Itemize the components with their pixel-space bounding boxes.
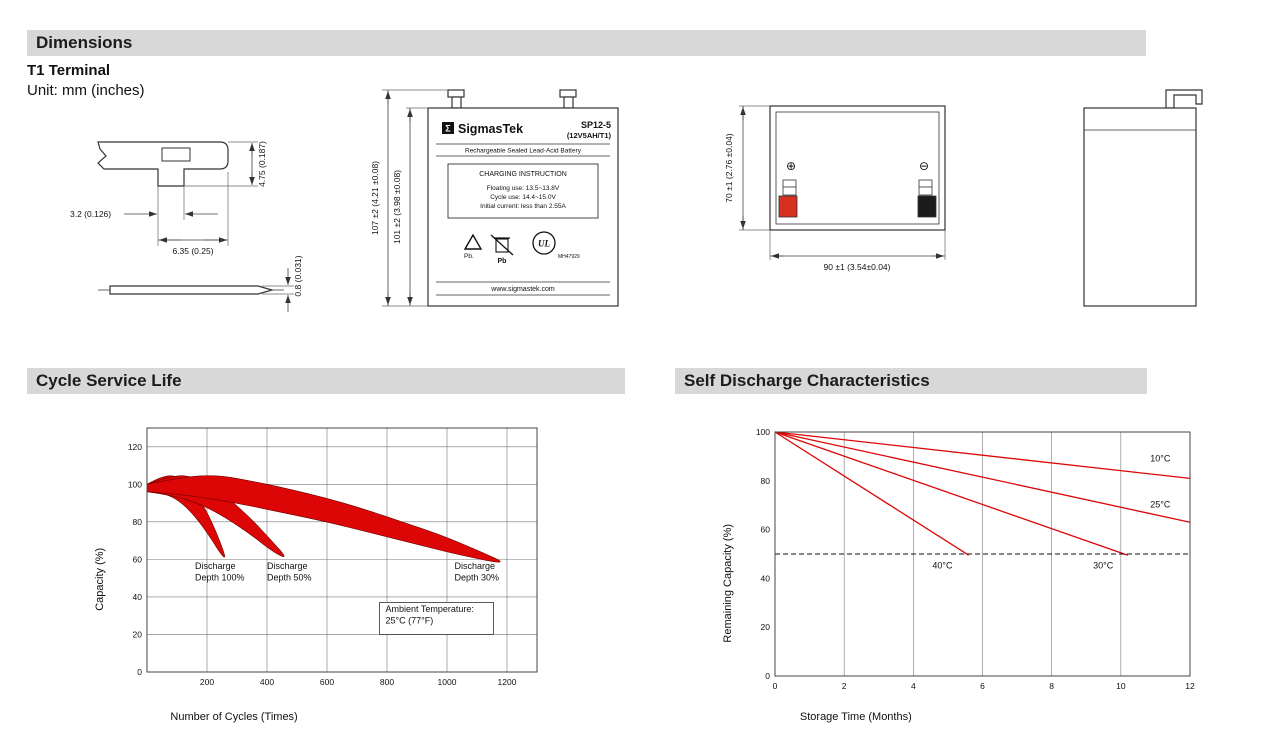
svg-text:10: 10 — [1116, 681, 1126, 691]
brand-logo-sigma: Σ — [445, 124, 451, 134]
svg-text:60: 60 — [761, 525, 771, 535]
charging-initial-line: Initial current: less than 2.55A — [480, 203, 566, 210]
svg-text:80: 80 — [761, 476, 771, 486]
svg-text:10°C: 10°C — [1150, 453, 1171, 463]
charging-instruction-title: CHARGING INSTRUCTION — [479, 171, 567, 178]
cycle-section-title: Cycle Service Life — [36, 371, 182, 390]
svg-text:600: 600 — [320, 677, 334, 687]
svg-text:6: 6 — [980, 681, 985, 691]
depth-dim: 70 ±1 (2.76 ±0.04) — [724, 133, 734, 203]
brand-name: SigmasTek — [458, 122, 523, 136]
positive-terminal-symbol: ⊕ — [786, 159, 796, 173]
terminal-tab-hole — [161, 147, 191, 162]
positive-terminal-tab-top — [782, 179, 797, 196]
ul-file-number: MH47929 — [558, 254, 580, 260]
battery-type-label: Rechargeable Sealed Lead-Acid Battery — [465, 148, 582, 155]
brand-logo — [442, 122, 454, 134]
svg-text:Pb: Pb — [498, 258, 507, 265]
svg-text:Ambient Temperature:: Ambient Temperature: — [386, 604, 474, 614]
cycle-section-header: Cycle Service Life — [27, 368, 625, 394]
dimensions-section-header: Dimensions — [27, 30, 1146, 56]
svg-text:UL: UL — [538, 239, 550, 249]
case-height-dim: 101 ±2 (3.98 ±0.08) — [392, 170, 402, 244]
positive-terminal-marker — [778, 195, 798, 218]
svg-text:Pb.: Pb. — [464, 253, 474, 260]
width-dim: 90 ±1 (3.54±0.04) — [824, 262, 891, 272]
cycle-service-life-chart: 200 400 600 800 1000 1200 0 20 40 60 80 100 120 Disch… — [94, 427, 538, 723]
model-number: SP12-5 — [581, 120, 611, 130]
terminal-pin-width-dim: 3.2 (0.126) — [70, 209, 111, 219]
svg-text:0: 0 — [137, 667, 142, 677]
svg-text:800: 800 — [380, 677, 394, 687]
capacity-rating: (12V5AH/T1) — [567, 131, 612, 140]
svg-text:60: 60 — [133, 554, 143, 564]
svg-text:25°C: 25°C — [1150, 500, 1171, 510]
front-view-drawing: Σ SigmasTek SP12-5 (12V5AH/T1) Rechargea… — [370, 89, 619, 307]
svg-text:Discharge: Discharge — [455, 561, 496, 571]
terminal-thickness-dim: 0.8 (0.031) — [293, 255, 303, 296]
overall-height-dim: 107 ±2 (4.21 ±0.08) — [370, 161, 380, 235]
negative-terminal-symbol: ⊖ — [919, 159, 929, 173]
top-view-drawing: ⊕ ⊖ 70 ±1 (2.76 ±0.04) 90 ±1 (3.54±0.04) — [724, 105, 946, 272]
svg-text:0: 0 — [765, 671, 770, 681]
svg-text:20: 20 — [133, 629, 143, 639]
side-view-drawing — [1083, 89, 1203, 307]
svg-text:200: 200 — [200, 677, 214, 687]
charging-cycle-line: Cycle use: 14.4~15.0V — [490, 194, 556, 201]
svg-text:4: 4 — [911, 681, 916, 691]
recycle-pb-icon: Pb. — [463, 233, 483, 260]
dimensions-section-title: Dimensions — [36, 33, 133, 52]
discharge-section-title: Self Discharge Characteristics — [684, 371, 930, 390]
side-terminal-tab — [1165, 89, 1203, 109]
svg-text:Depth 100%: Depth 100% — [195, 572, 245, 582]
ul-mark-icon: UL MH47929 — [532, 231, 580, 260]
svg-text:Discharge: Discharge — [195, 561, 236, 571]
svg-text:40°C: 40°C — [932, 561, 953, 571]
website-label: www.sigmastek.com — [490, 286, 555, 293]
self-discharge-chart: 0 2 4 6 8 10 12 0 20 40 60 80 100 10°C 25°C 40°C 30°C Sto… — [722, 427, 1195, 723]
svg-text:100: 100 — [756, 427, 770, 437]
positive-terminal-front — [447, 89, 465, 98]
svg-text:100: 100 — [128, 479, 142, 489]
svg-text:Depth 50%: Depth 50% — [267, 572, 312, 582]
terminal-tab-width-dim: 6.35 (0.25) — [172, 246, 213, 256]
terminal-height-dim: 4.75 (0.187) — [257, 141, 267, 187]
svg-text:400: 400 — [260, 677, 274, 687]
svg-text:120: 120 — [128, 442, 142, 452]
terminal-detail-drawing: 4.75 (0.187) 3.2 (0.126) 6.35 (0.25) 0.8… — [70, 141, 303, 312]
svg-text:1000: 1000 — [438, 677, 457, 687]
charging-floating-line: Floating use: 13.5~13.8V — [487, 185, 560, 192]
battery-case-top — [769, 105, 946, 231]
negative-terminal-marker — [917, 195, 937, 218]
terminal-tab-outline — [97, 141, 229, 187]
svg-text:8: 8 — [1049, 681, 1054, 691]
svg-text:0: 0 — [773, 681, 778, 691]
svg-text:Remaining Capacity (%): Remaining Capacity (%) — [722, 524, 734, 643]
battery-case-side — [1083, 107, 1197, 307]
negative-terminal-front — [559, 89, 577, 98]
negative-terminal-tab-top — [918, 179, 933, 196]
svg-text:Storage Time (Months): Storage Time (Months) — [800, 711, 912, 723]
svg-text:Depth 30%: Depth 30% — [455, 572, 500, 582]
pb-bin-icon: Pb — [490, 234, 514, 265]
unit-label: Unit: mm (inches) — [27, 82, 145, 99]
svg-text:80: 80 — [133, 517, 143, 527]
svg-text:40: 40 — [133, 592, 143, 602]
svg-text:30°C: 30°C — [1093, 561, 1114, 571]
svg-text:25°C (77°F): 25°C (77°F) — [386, 615, 434, 625]
svg-text:12: 12 — [1185, 681, 1195, 691]
svg-text:20: 20 — [761, 622, 771, 632]
terminal-type-label: T1 Terminal — [27, 62, 111, 79]
discharge-section-header: Self Discharge Characteristics — [675, 368, 1147, 394]
svg-text:Discharge: Discharge — [267, 561, 308, 571]
svg-text:2: 2 — [842, 681, 847, 691]
svg-text:Number of Cycles (Times): Number of Cycles (Times) — [170, 711, 297, 723]
charging-instruction-box — [447, 163, 599, 219]
terminal-blade-top-view — [109, 285, 275, 295]
svg-text:1200: 1200 — [498, 677, 517, 687]
svg-text:40: 40 — [761, 573, 771, 583]
svg-text:Capacity (%): Capacity (%) — [94, 548, 106, 611]
